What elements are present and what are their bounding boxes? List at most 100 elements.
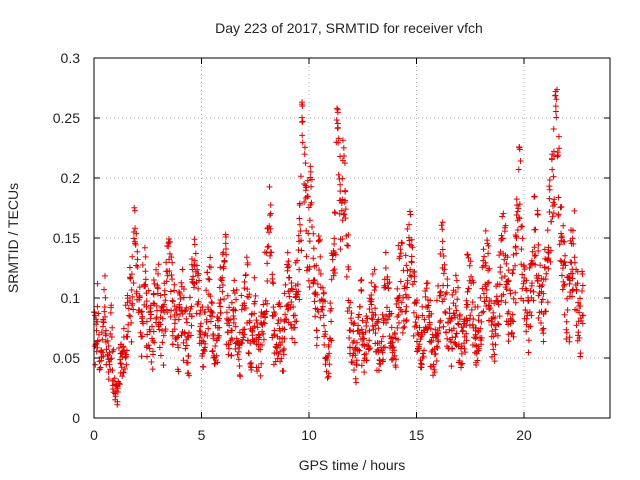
data-point (334, 105, 341, 112)
data-point (105, 343, 112, 350)
data-point (180, 339, 187, 346)
data-point (433, 343, 440, 350)
data-point (245, 350, 252, 357)
data-point (363, 350, 370, 357)
data-point (505, 338, 512, 345)
data-point (184, 359, 191, 366)
data-point (236, 344, 243, 351)
data-point (180, 294, 187, 301)
data-point (328, 318, 335, 325)
data-point (396, 255, 403, 262)
data-point (552, 92, 559, 99)
data-point (421, 329, 428, 336)
data-point (563, 318, 570, 325)
data-point (421, 316, 428, 323)
data-point (149, 323, 156, 330)
data-point (525, 349, 532, 356)
data-point (164, 309, 171, 316)
data-point (139, 313, 146, 320)
data-point (281, 335, 288, 342)
data-point (298, 247, 305, 254)
data-point (175, 316, 182, 323)
data-point (294, 281, 301, 288)
data-point (146, 345, 153, 352)
data-point (509, 311, 516, 318)
data-point (563, 326, 570, 333)
data-point (498, 274, 505, 281)
data-point (231, 277, 238, 284)
data-point (230, 315, 237, 322)
data-point (385, 285, 392, 292)
data-point (554, 86, 561, 93)
data-point (494, 298, 501, 305)
data-point (546, 195, 553, 202)
data-point (108, 304, 115, 311)
data-point (195, 298, 202, 305)
data-point (364, 342, 371, 349)
data-point (428, 310, 435, 317)
data-point (474, 357, 481, 364)
data-point (502, 299, 509, 306)
data-point (114, 401, 121, 408)
data-point (251, 298, 258, 305)
data-point (386, 333, 393, 340)
data-point (549, 213, 556, 220)
data-point (485, 279, 492, 286)
data-point (539, 296, 546, 303)
data-point (404, 280, 411, 287)
data-point (190, 284, 197, 291)
data-point (282, 311, 289, 318)
data-point (171, 320, 178, 327)
data-point (269, 275, 276, 282)
data-point (255, 346, 262, 353)
data-point (276, 300, 283, 306)
data-point (510, 333, 517, 340)
data-point (196, 327, 203, 334)
data-point (253, 317, 260, 324)
data-point (254, 368, 261, 375)
data-point (453, 277, 460, 284)
data-point (256, 332, 263, 339)
data-point (442, 291, 449, 298)
data-point (247, 340, 254, 347)
data-point (93, 327, 100, 334)
data-point (346, 344, 353, 351)
data-point (142, 276, 149, 283)
data-point (537, 262, 544, 269)
data-point (558, 233, 565, 240)
data-point (180, 357, 187, 364)
data-point (117, 360, 124, 367)
data-point (167, 288, 174, 295)
data-point (461, 340, 468, 347)
data-point (260, 336, 267, 343)
data-point (138, 353, 145, 360)
data-point (285, 274, 292, 281)
data-point (534, 210, 541, 217)
data-point (419, 312, 426, 319)
data-point (193, 262, 200, 269)
data-point (352, 352, 359, 359)
data-point (571, 254, 578, 261)
data-point (505, 308, 512, 315)
data-point (571, 207, 578, 214)
data-point (196, 334, 203, 341)
data-point (94, 280, 101, 287)
data-point (245, 294, 252, 301)
data-point (159, 315, 166, 322)
data-point (509, 317, 516, 324)
data-point (328, 276, 335, 283)
data-point (335, 135, 342, 142)
data-point (447, 318, 454, 325)
data-point (317, 271, 324, 278)
data-point (545, 249, 552, 256)
data-point (394, 285, 401, 292)
data-point (378, 338, 385, 345)
data-point (107, 309, 114, 316)
y-tick-label: 0.25 (53, 110, 80, 126)
data-point (463, 330, 470, 337)
data-point (561, 281, 568, 288)
data-point (496, 252, 503, 259)
data-point (102, 327, 109, 334)
data-point (95, 310, 102, 317)
data-point (337, 236, 344, 243)
